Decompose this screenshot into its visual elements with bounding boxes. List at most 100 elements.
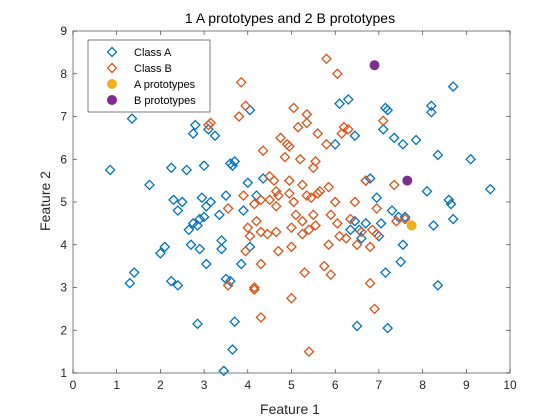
x-tick-label: 7 [376, 378, 383, 392]
data-point [286, 222, 297, 234]
data-point [371, 192, 383, 204]
data-point [377, 115, 389, 127]
data-point [382, 322, 394, 334]
data-point [386, 205, 398, 216]
data-point [165, 162, 177, 174]
data-point [375, 217, 387, 229]
data-point [248, 284, 260, 296]
x-tick-label: 3 [201, 378, 208, 392]
data-point [303, 346, 315, 358]
data-point [286, 241, 297, 253]
x-tick-label: 0 [70, 378, 77, 392]
data-point [268, 175, 280, 187]
legend-marker [107, 95, 117, 105]
data-point [283, 188, 295, 199]
data-point [229, 316, 241, 328]
data-point [288, 102, 300, 114]
data-point [356, 232, 367, 244]
data-point [331, 217, 343, 229]
legend-entry-label: A prototypes [134, 79, 196, 91]
data-point [390, 215, 402, 227]
data-point [187, 128, 199, 140]
data-point [305, 192, 317, 204]
data-point [238, 190, 249, 202]
data-point [399, 211, 411, 223]
data-point [443, 194, 455, 206]
x-tick-label: 2 [157, 378, 164, 392]
data-point [297, 179, 308, 191]
data-point [251, 215, 262, 227]
y-tick-label: 5 [60, 195, 67, 209]
data-point [402, 175, 413, 186]
data-point [203, 123, 214, 135]
data-point [270, 200, 282, 212]
x-tick-label: 8 [419, 378, 426, 392]
data-point [388, 132, 400, 144]
data-point [262, 228, 273, 240]
x-tick-label: 6 [332, 378, 339, 392]
data-point [196, 192, 208, 204]
x-tick-label: 5 [288, 378, 295, 392]
data-point [264, 194, 276, 206]
data-point [334, 98, 345, 110]
data-point [172, 279, 184, 291]
data-point [334, 230, 345, 242]
data-point [189, 119, 201, 131]
series-class-b [203, 53, 411, 358]
data-point [124, 277, 136, 289]
series-b-prototypes [369, 60, 413, 186]
data-point [351, 239, 363, 251]
data-point [301, 117, 313, 129]
data-point [312, 188, 324, 199]
data-point [104, 164, 116, 176]
y-tick-label: 3 [60, 281, 67, 295]
data-point [242, 177, 254, 189]
data-point [340, 232, 352, 244]
data-point [198, 160, 210, 172]
data-point [290, 209, 302, 221]
data-point [270, 185, 282, 197]
data-point [312, 128, 324, 140]
data-point [484, 183, 496, 195]
legend-marker [106, 46, 118, 58]
data-point [397, 239, 409, 251]
data-point [421, 185, 433, 197]
data-point [351, 320, 363, 332]
data-point [248, 198, 260, 210]
data-point [410, 134, 422, 146]
data-point [181, 164, 193, 176]
data-point [235, 76, 247, 88]
data-point [345, 213, 356, 225]
data-point [445, 198, 457, 210]
data-point [192, 220, 203, 231]
data-point [255, 258, 267, 270]
data-point [303, 224, 315, 236]
data-point [227, 344, 238, 355]
data-point [356, 226, 367, 238]
data-point [382, 104, 394, 116]
data-point [307, 209, 319, 221]
data-point [235, 258, 247, 270]
data-point [275, 132, 286, 144]
data-point [222, 202, 234, 214]
data-point [325, 209, 337, 221]
data-point [349, 215, 361, 227]
data-point [248, 282, 260, 293]
legend-entry-label: Class A [134, 47, 172, 59]
data-point [154, 247, 166, 259]
data-point [272, 245, 284, 257]
data-point [318, 260, 330, 272]
legend-entry-label: Class B [134, 63, 172, 75]
data-point [168, 194, 179, 206]
data-point [428, 220, 439, 231]
data-point [257, 145, 269, 157]
data-point [233, 111, 245, 122]
data-point [240, 100, 252, 112]
data-point [406, 220, 417, 231]
x-tick-label: 1 [113, 378, 120, 392]
chart-title: 1 A prototypes and 2 B prototypes [185, 10, 395, 26]
data-point [432, 149, 444, 161]
legend-entry-label: B prototypes [134, 95, 196, 107]
data-point [297, 228, 308, 240]
data-point [371, 202, 383, 214]
